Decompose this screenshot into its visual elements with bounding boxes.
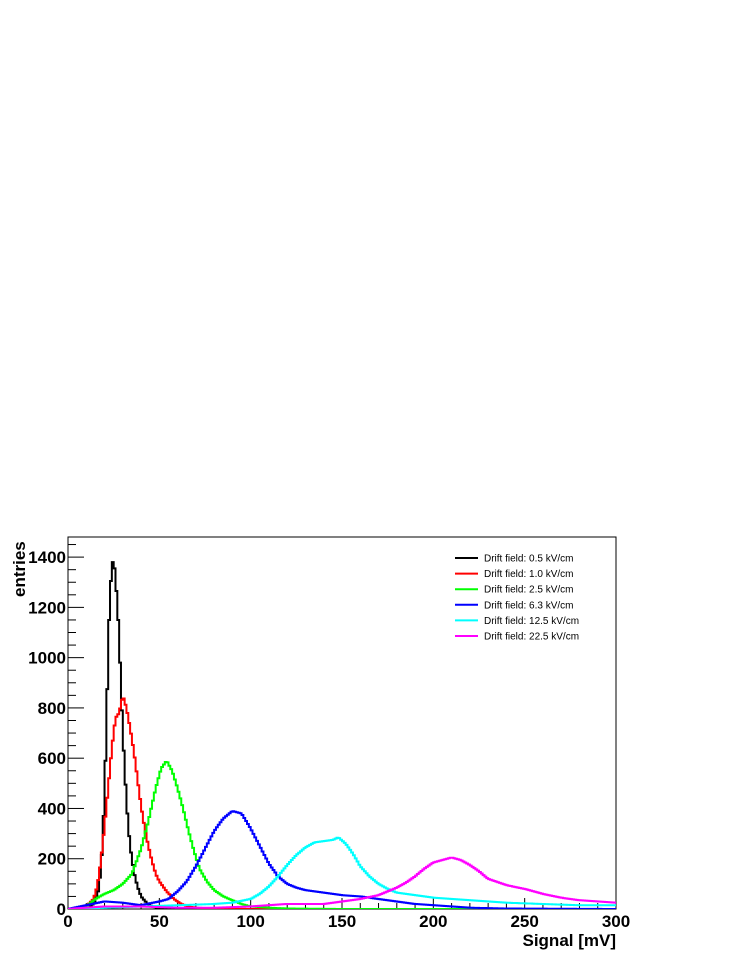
y-tick-label: 600: [38, 749, 66, 768]
legend-label: Drift field: 2.5 kV/cm: [484, 585, 573, 596]
tick-labels: 0 50 100 150 200 250 300 0 200 400 600 800 1000 1200 1…: [28, 548, 630, 931]
x-tick-label: 150: [328, 912, 356, 931]
legend-label: Drift field: 6.3 kV/cm: [484, 600, 573, 611]
series-line: [68, 856, 616, 909]
series-line: [68, 561, 616, 909]
y-tick-label: 1000: [28, 649, 66, 668]
y-tick-label: 1200: [28, 598, 66, 617]
legend: Drift field: 0.5 kV/cm Drift field: 1.0 k…: [455, 554, 579, 643]
x-tick-label: 200: [419, 912, 447, 931]
legend-label: Drift field: 0.5 kV/cm: [484, 554, 573, 565]
legend-label: Drift field: 12.5 kV/cm: [484, 616, 579, 627]
x-tick-label: 100: [236, 912, 264, 931]
series-layer: [68, 561, 616, 909]
y-axis-title: entries: [10, 541, 29, 597]
x-tick-label: 250: [510, 912, 538, 931]
x-tick-label: 0: [63, 912, 72, 931]
y-tick-label: 200: [38, 850, 66, 869]
y-tick-label: 400: [38, 799, 66, 818]
series-line: [68, 810, 616, 909]
series-line: [68, 697, 616, 909]
x-axis-title: Signal [mV]: [522, 931, 616, 950]
x-tick-label: 50: [150, 912, 169, 931]
y-tick-label: 1400: [28, 548, 66, 567]
y-tick-label: 0: [57, 900, 66, 919]
legend-label: Drift field: 1.0 kV/cm: [484, 569, 573, 580]
y-tick-label: 800: [38, 699, 66, 718]
legend-label: Drift field: 22.5 kV/cm: [484, 632, 579, 643]
series-line: [68, 760, 616, 909]
x-tick-label: 300: [602, 912, 630, 931]
series-line: [68, 836, 616, 909]
